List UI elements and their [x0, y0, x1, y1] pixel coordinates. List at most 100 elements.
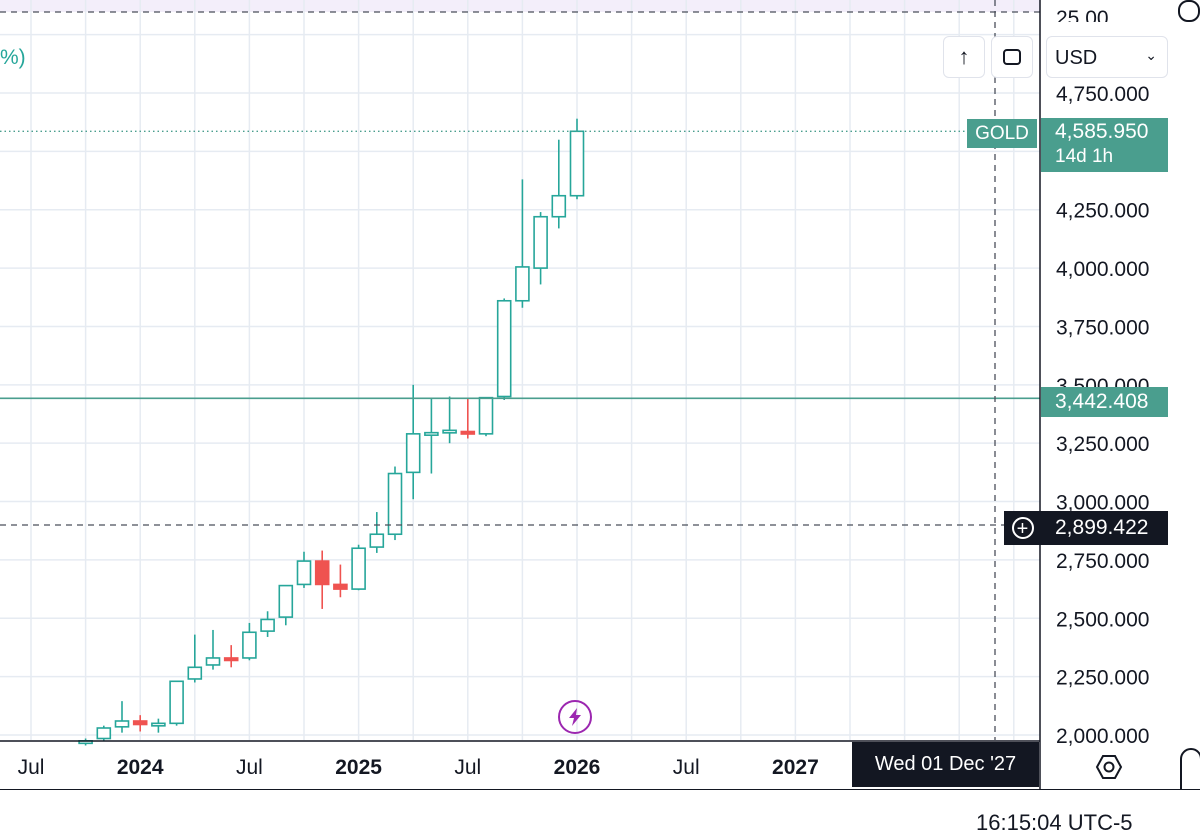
candle: [78, 738, 93, 746]
candle-body: [351, 547, 366, 590]
bar-countdown: 14d 1h: [1055, 146, 1114, 167]
lightning-event-icon[interactable]: [558, 700, 592, 734]
candle-body: [551, 194, 567, 218]
settings-hexagon-icon: [1095, 755, 1123, 779]
currency-select[interactable]: USD ⌄: [1046, 36, 1168, 78]
candle-body: [205, 657, 221, 666]
candle: [515, 179, 530, 308]
x-tick-label: 2027: [772, 756, 819, 779]
y-tick-label: 2,500.000: [1056, 608, 1149, 631]
candle-body: [424, 431, 439, 436]
candle: [296, 551, 312, 588]
candle: [569, 118, 585, 200]
candle: [314, 550, 330, 609]
candle-body: [132, 720, 148, 726]
candle: [260, 611, 275, 637]
y-tick-label: 3,000.000: [1056, 492, 1149, 515]
symbol-label-gold: GOLD: [967, 119, 1037, 148]
candle-body: [333, 583, 348, 590]
candle: [242, 622, 257, 661]
legend-percent-fragment: %): [0, 46, 26, 69]
crosshair-date-tag: Wed 01 Dec '27: [852, 742, 1039, 787]
scroll-to-top-button[interactable]: ↑: [943, 36, 985, 78]
candle-body: [442, 429, 457, 434]
candle-body: [151, 722, 166, 727]
arrow-up-icon: ↑: [958, 44, 970, 69]
candle: [496, 298, 512, 400]
x-tick-label: Jul: [236, 756, 263, 779]
right-edge-control[interactable]: [1178, 0, 1200, 22]
y-tick-label: 2,250.000: [1056, 667, 1149, 690]
y-tick-label: 3,750.000: [1056, 316, 1149, 339]
candle-body: [260, 618, 275, 632]
fullscreen-button[interactable]: [991, 36, 1033, 78]
top-band: [0, 0, 1040, 12]
fullscreen-icon: [1003, 49, 1021, 65]
candle-body: [96, 727, 112, 740]
chart-settings-button[interactable]: [1094, 752, 1124, 782]
chevron-down-icon: ⌄: [1145, 47, 1157, 63]
currency-select-value: USD: [1055, 47, 1098, 69]
x-tick-label: Jul: [454, 756, 481, 779]
candle: [187, 634, 203, 683]
top-partial-price-label: 25.00: [1056, 8, 1109, 22]
candle-body: [496, 299, 512, 398]
horizontal-line-price-tag: 3,442.408: [1041, 387, 1168, 417]
candle: [533, 212, 548, 285]
candle-body: [296, 560, 312, 586]
candle: [169, 680, 184, 726]
current-price-value: 4,585.950: [1055, 120, 1149, 143]
y-tick-label: 2,000.000: [1056, 725, 1149, 748]
plus-circle-icon: +: [1011, 517, 1034, 540]
candle-body: [187, 666, 203, 680]
candle-body: [405, 433, 421, 474]
y-tick-label: 2,750.000: [1056, 550, 1149, 573]
crosshair-add-button[interactable]: +: [1004, 511, 1041, 545]
candle: [442, 396, 457, 444]
candle: [132, 715, 148, 732]
y-tick-label: 4,250.000: [1056, 200, 1149, 223]
current-price-tag: 4,585.950 14d 1h: [1041, 118, 1168, 172]
x-tick-label: 2024: [117, 756, 164, 779]
candle: [387, 466, 403, 541]
candle: [151, 718, 166, 733]
candle: [478, 396, 494, 437]
candle-body: [569, 130, 585, 197]
candle-body: [314, 560, 330, 586]
candle-body: [533, 215, 548, 269]
x-tick-label: Jul: [18, 756, 45, 779]
candle: [351, 544, 366, 591]
candle-body: [223, 657, 239, 662]
crosshair-price-tag: 2,899.422: [1041, 511, 1168, 545]
x-tick-label: 2026: [554, 756, 601, 779]
candle: [424, 398, 439, 474]
candle-body: [478, 396, 494, 435]
candle: [551, 139, 567, 229]
y-tick-label: 4,000.000: [1056, 258, 1149, 281]
x-tick-label: Jul: [673, 756, 700, 779]
candle-body: [278, 584, 294, 618]
y-tick-label: 4,750.000: [1056, 83, 1149, 106]
candle-body: [460, 430, 476, 435]
candle: [223, 645, 239, 668]
candle-body: [169, 680, 184, 725]
candle: [114, 701, 130, 733]
x-tick-label: 2025: [335, 756, 382, 779]
candle-body: [369, 533, 385, 548]
candle: [278, 584, 294, 626]
y-tick-label: 3,250.000: [1056, 433, 1149, 456]
footer-bar: [0, 790, 1200, 834]
candle-body: [515, 266, 530, 302]
lightning-icon: [569, 708, 581, 726]
candle: [460, 398, 476, 439]
candle: [205, 629, 221, 670]
candle: [405, 384, 421, 500]
candle-body: [114, 720, 130, 728]
candle-body: [387, 472, 403, 536]
candle: [96, 725, 112, 741]
clock-label[interactable]: 16:15:04 UTC-5: [976, 810, 1133, 834]
candle: [333, 564, 348, 598]
candle-body: [242, 631, 257, 659]
candle: [369, 512, 385, 553]
